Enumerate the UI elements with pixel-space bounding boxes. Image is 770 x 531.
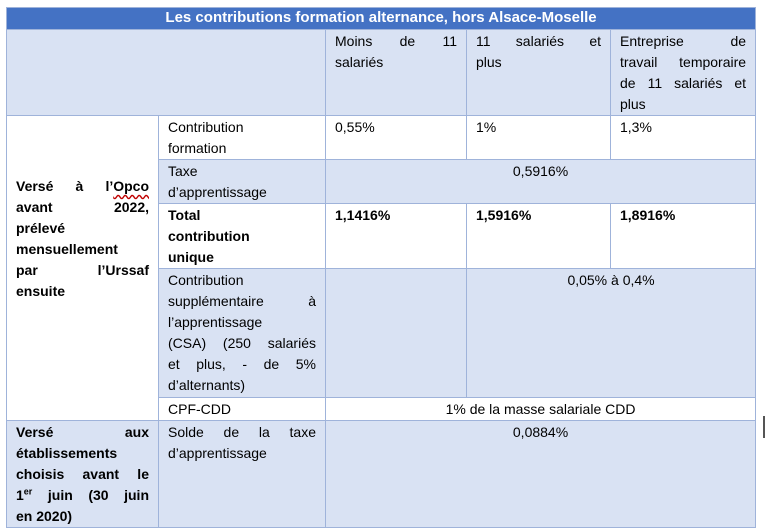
- row-label-total: Total contribution unique: [158, 203, 326, 269]
- group-verse-etablissements: Versé aux établissements choisis avant l…: [6, 420, 159, 528]
- cell-csa-value: 0,05% à 0,4%: [465, 268, 757, 398]
- cell-contribution-formation-11-plus: 1%: [466, 115, 611, 160]
- group-verse-opco-line1: Versé à l’Opco: [16, 178, 149, 194]
- margin-marker: [763, 416, 765, 438]
- column-header-moins-11: Moins de 11 salariés: [325, 29, 467, 116]
- cell-total-interim: 1,8916%: [609, 203, 757, 269]
- cell-contribution-formation-moins-11: 0,55%: [325, 115, 467, 160]
- cell-total-11-plus: 1,5916%: [466, 203, 611, 269]
- cell-solde-value: 0,0884%: [324, 420, 757, 528]
- cell-total-moins-11: 1,1416%: [325, 203, 467, 269]
- cell-cpf-cdd-value: 1% de la masse salariale CDD: [324, 397, 757, 421]
- row-label-cpf-cdd: CPF-CDD: [158, 397, 326, 421]
- contributions-table: Les contributions formation alternance, …: [5, 7, 757, 528]
- column-header-interim: Entreprise de travail temporaire de 11 s…: [609, 29, 757, 116]
- column-header-11-plus: 11 salariés et plus: [466, 29, 611, 116]
- table-title: Les contributions formation alternance, …: [5, 7, 757, 30]
- group-verse-opco: Versé à l’Opco avant 2022, prélevé mensu…: [6, 115, 159, 421]
- row-label-contribution-formation: Contribution formation: [158, 115, 326, 160]
- row-label-taxe: Taxe d’apprentissage: [158, 159, 326, 204]
- row-label-csa: Contribution supplémentaire à l’apprenti…: [158, 268, 326, 398]
- header-empty-cell: [6, 29, 326, 116]
- cell-contribution-formation-interim: 1,3%: [609, 115, 757, 160]
- cell-taxe-value: 0,5916%: [324, 159, 757, 204]
- cell-csa-empty: [325, 268, 467, 398]
- group-verse-etablissements-line4: 1er juin (30 juin: [16, 486, 149, 503]
- row-label-solde: Solde de la taxe d’apprentissage: [158, 420, 326, 528]
